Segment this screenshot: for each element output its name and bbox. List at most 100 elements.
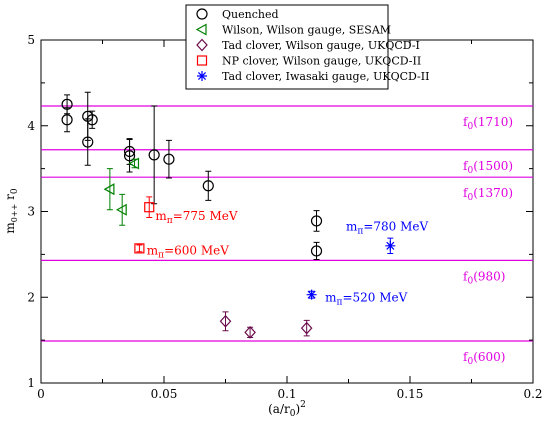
y-axis-title-tail: r bbox=[3, 194, 17, 204]
axis-ticks: 0 0.05 0.1 0.15 0.2 1 2 3 4 5 bbox=[27, 33, 542, 401]
data-point bbox=[144, 202, 155, 213]
data-point bbox=[310, 215, 323, 227]
legend-marker bbox=[196, 38, 208, 52]
legend-marker bbox=[197, 71, 207, 81]
error-bar bbox=[313, 210, 320, 232]
x-tick-label: 0.1 bbox=[277, 387, 296, 401]
y-axis-title-main: m bbox=[3, 222, 17, 234]
series-3 bbox=[134, 196, 155, 254]
annotation-sub: π bbox=[337, 298, 343, 308]
y-tick-label: 1 bbox=[27, 376, 35, 390]
data-point bbox=[300, 321, 313, 335]
reference-label-name: f bbox=[463, 115, 469, 129]
data-point bbox=[306, 289, 317, 300]
annotation-sub: π bbox=[357, 226, 363, 236]
annotation-post: =520 MeV bbox=[342, 291, 407, 305]
error-bar bbox=[205, 170, 212, 201]
y-tick-label: 4 bbox=[27, 119, 35, 133]
series-4 bbox=[306, 237, 396, 300]
reference-label-4: f0(600) bbox=[463, 350, 505, 367]
annotation-pre: m bbox=[147, 243, 159, 257]
annotation-sub: π bbox=[167, 216, 173, 226]
data-point bbox=[219, 314, 232, 328]
reference-label-sub: 0 bbox=[467, 276, 473, 286]
error-bar bbox=[146, 196, 153, 219]
annotation-post: =775 MeV bbox=[173, 209, 238, 223]
data-point bbox=[148, 149, 160, 161]
error-bar bbox=[84, 118, 91, 166]
reference-label-tail: (1710) bbox=[473, 115, 513, 129]
data-point bbox=[244, 326, 256, 339]
x-tick-label: 0 bbox=[37, 387, 45, 401]
x-axis-title-tail: ) bbox=[295, 402, 300, 416]
plot-frame bbox=[40, 39, 534, 384]
data-point bbox=[385, 240, 396, 251]
y-tick-label: 3 bbox=[27, 205, 35, 219]
legend-label: Tad clover, Wilson gauge, UKQCD-I bbox=[222, 39, 420, 52]
data-point bbox=[86, 114, 98, 126]
reference-label-sub: 0 bbox=[467, 357, 473, 367]
x-axis-title-main: (a/r bbox=[268, 402, 290, 416]
reference-label-name: f bbox=[463, 159, 469, 173]
legend-box bbox=[185, 4, 389, 90]
data-point bbox=[82, 136, 94, 148]
data-point bbox=[128, 157, 140, 170]
x-tick-label: 0.15 bbox=[397, 387, 424, 401]
error-bar bbox=[313, 241, 320, 261]
axis-titles: (a/r0)2m0++ r0 bbox=[3, 188, 306, 419]
data-point bbox=[310, 245, 323, 257]
data-point bbox=[115, 203, 127, 216]
x-axis-title: (a/r0)2 bbox=[268, 400, 306, 419]
error-bar bbox=[106, 168, 113, 211]
data-point bbox=[61, 114, 73, 126]
reference-label-name: f bbox=[463, 350, 469, 364]
series-0 bbox=[61, 91, 323, 261]
y-axis-title-sub2: 0 bbox=[10, 188, 20, 194]
annotation-post: =600 MeV bbox=[164, 243, 229, 257]
annotation-pre: m bbox=[155, 209, 167, 223]
error-bar bbox=[136, 244, 143, 253]
reference-label-tail: (1370) bbox=[473, 186, 513, 200]
legend-label: Wilson, Wilson gauge, SESAM bbox=[222, 24, 391, 37]
reference-label-tail: (1500) bbox=[473, 159, 513, 173]
y-tick-label: 2 bbox=[27, 290, 35, 304]
error-bar bbox=[151, 105, 158, 205]
data-point bbox=[134, 243, 145, 254]
data-point bbox=[202, 180, 214, 192]
x-tick-label: 0.05 bbox=[151, 387, 178, 401]
y-axis-title: m0++ r0 bbox=[3, 188, 20, 233]
y-tick-label: 5 bbox=[27, 33, 35, 47]
data-point bbox=[103, 183, 115, 196]
reference-label-2: f0(1370) bbox=[463, 186, 513, 203]
data-points bbox=[61, 91, 396, 339]
data-point bbox=[163, 153, 175, 165]
x-tick-label: 0.2 bbox=[523, 387, 542, 401]
annotation-post: =780 MeV bbox=[363, 219, 428, 233]
reference-label-1: f0(1500) bbox=[463, 159, 513, 176]
x-axis-title-sup: 2 bbox=[300, 400, 306, 410]
reference-label-name: f bbox=[463, 186, 469, 200]
legend-label: Tad clover, Iwasaki gauge, UKQCD-II bbox=[222, 70, 429, 83]
series-1 bbox=[103, 157, 140, 226]
error-bar bbox=[126, 138, 133, 173]
annotation-mpi-520: mπ=520 MeV bbox=[325, 291, 407, 308]
error-bar bbox=[222, 311, 229, 332]
annotation-pre: m bbox=[325, 291, 337, 305]
legend: Quenched Wilson, Wilson gauge, SESAM Tad c… bbox=[185, 4, 429, 90]
annotation-sub: π bbox=[158, 250, 164, 260]
reference-label-name: f bbox=[463, 269, 469, 283]
x-axis-title-sub: 0 bbox=[290, 409, 296, 419]
reference-label-sub: 0 bbox=[467, 166, 473, 176]
reference-label-sub: 0 bbox=[467, 193, 473, 203]
legend-marker bbox=[196, 8, 208, 20]
error-bar bbox=[119, 193, 126, 226]
error-bar bbox=[89, 110, 96, 129]
reference-label-0: f0(1710) bbox=[463, 115, 513, 132]
annotation-pre: m bbox=[346, 219, 358, 233]
error-bar bbox=[165, 139, 172, 179]
error-bar bbox=[64, 107, 71, 133]
annotation-mpi-775: mπ=775 MeV bbox=[155, 209, 237, 226]
reference-label-tail: (600) bbox=[473, 350, 505, 364]
